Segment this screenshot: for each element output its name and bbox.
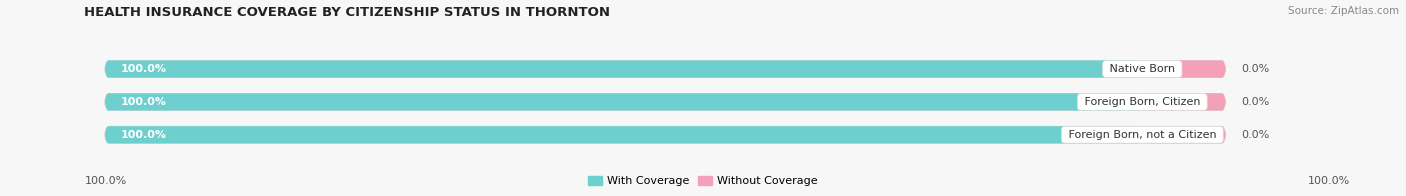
Text: 0.0%: 0.0% bbox=[1241, 64, 1270, 74]
Text: Foreign Born, not a Citizen: Foreign Born, not a Citizen bbox=[1064, 130, 1220, 140]
Text: 0.0%: 0.0% bbox=[1241, 130, 1270, 140]
Text: 100.0%: 100.0% bbox=[121, 97, 167, 107]
FancyBboxPatch shape bbox=[105, 126, 1225, 143]
Text: 100.0%: 100.0% bbox=[121, 64, 167, 74]
Text: 100.0%: 100.0% bbox=[1308, 176, 1350, 186]
Legend: With Coverage, Without Coverage: With Coverage, Without Coverage bbox=[583, 171, 823, 191]
FancyBboxPatch shape bbox=[105, 61, 1225, 78]
Text: HEALTH INSURANCE COVERAGE BY CITIZENSHIP STATUS IN THORNTON: HEALTH INSURANCE COVERAGE BY CITIZENSHIP… bbox=[84, 6, 610, 19]
FancyBboxPatch shape bbox=[105, 126, 1142, 143]
Text: Source: ZipAtlas.com: Source: ZipAtlas.com bbox=[1288, 6, 1399, 16]
Text: 0.0%: 0.0% bbox=[1241, 97, 1270, 107]
FancyBboxPatch shape bbox=[1142, 61, 1225, 78]
FancyBboxPatch shape bbox=[105, 61, 1142, 78]
Text: 100.0%: 100.0% bbox=[84, 176, 127, 186]
Text: Foreign Born, Citizen: Foreign Born, Citizen bbox=[1081, 97, 1204, 107]
FancyBboxPatch shape bbox=[1142, 93, 1225, 111]
FancyBboxPatch shape bbox=[105, 93, 1225, 111]
FancyBboxPatch shape bbox=[1142, 126, 1225, 143]
FancyBboxPatch shape bbox=[105, 93, 1142, 111]
Text: 100.0%: 100.0% bbox=[121, 130, 167, 140]
Text: Native Born: Native Born bbox=[1107, 64, 1178, 74]
